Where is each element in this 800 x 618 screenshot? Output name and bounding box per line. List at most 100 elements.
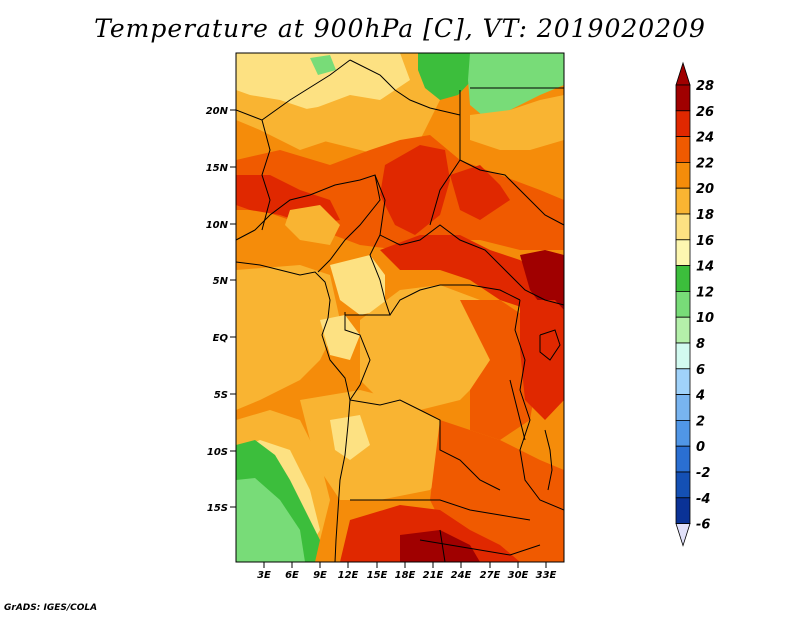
colorbar-label: -2 [696,466,710,481]
border-14 [439,529,446,562]
lon-label: 12E [338,570,359,581]
colorbar-segment [675,239,691,267]
colorbar-segment [675,497,691,524]
colorbar-label: 16 [696,234,714,249]
lake-victoria [539,329,561,361]
colorbar-label: 4 [695,389,705,404]
lat-label: 15S [207,503,228,514]
colorbar-label: 10 [696,311,714,326]
lat-label: 5S [214,390,228,401]
field-green-north [418,53,472,100]
lat-label: 5N [213,276,229,287]
colorbar-segment [675,290,691,318]
border-13 [514,299,564,511]
colorbar-segment [675,265,691,292]
lon-label: 3E [257,570,271,581]
credit-text: GrADS: IGES/COLA [4,603,98,613]
map-frame [235,52,565,563]
colorbar-label: 28 [696,79,714,94]
border-6 [345,234,391,316]
colorbar-label: 12 [696,285,714,300]
colorbar-label: 8 [696,337,705,352]
colorbar-segment [675,419,691,447]
lake-malawi [544,429,553,491]
colorbar-segment [675,394,691,421]
field-angola-22 [300,390,450,500]
lon-label: 27E [480,570,501,581]
colorbar-label: 18 [696,208,714,223]
field-south-28 [400,530,480,562]
lon-label: 15E [367,570,388,581]
field-nigeria-22 [285,205,340,245]
field-gabon-18 [320,315,360,360]
border-3 [429,90,461,226]
chart-title: Temperature at 900hPa [C], VT: 201902020… [94,14,706,43]
field-ne-22 [470,95,564,150]
colorbar-label: 0 [696,440,705,455]
lake-tanganyika [509,379,526,441]
colorbar-segment [675,316,691,344]
field-green-small [310,55,336,75]
lon-label: 24E [451,570,472,581]
latitude-labels: 20N 15N 10N 5N EQ 5S 10S 15S [206,106,236,514]
longitude-labels: 3E 6E 9E 12E 15E 18E 21E 24E 27E 30E 33E [257,562,557,581]
lat-label: 20N [206,106,229,117]
border-11 [236,109,271,231]
border-2 [349,59,461,116]
lon-label: 33E [536,570,557,581]
colorbar-label: 26 [696,105,714,120]
colorbar-segment [675,136,691,163]
border-16 [419,539,541,556]
border-4 [236,174,381,273]
lon-label: 6E [285,570,299,581]
field-gulf-22 [236,265,340,410]
colorbar-segment [675,161,691,189]
coastline-west [236,261,351,562]
border-7 [344,312,371,401]
field-congo-22 [360,285,500,410]
field-green-ne [468,53,564,120]
lat-label: 15N [206,163,229,174]
border-8 [389,284,521,316]
colorbar-top-arrow [675,61,691,86]
lat-label: EQ [213,333,229,344]
colorbar-segment [675,342,691,370]
colorbar-segment [675,187,691,215]
field-cameroon-18 [330,255,385,315]
colorbar-label: 2 [696,414,705,429]
field-north-18 [236,53,410,110]
border-10 [350,499,531,521]
colorbar-segment [675,471,691,499]
colorbar-segment [675,213,691,241]
colorbar-bottom-arrow [675,523,691,547]
colorbar-label: 6 [696,363,705,378]
border-5 [374,174,564,306]
colorbar-label: -6 [696,518,710,533]
colorbar-label: 22 [696,156,714,171]
lat-label: 10N [206,220,229,231]
colorbar-label: -4 [696,492,710,507]
borders [236,59,564,562]
colorbar-segment [675,84,691,112]
field-sudan-26 [450,165,510,220]
lon-label: 21E [423,570,444,581]
field-sw-lightgreen [236,478,305,562]
colorbar-segment [675,110,691,138]
lon-label: 9E [313,570,327,581]
colorbar-label: 14 [696,260,714,275]
lat-label: 10S [207,447,228,458]
border-12 [459,159,564,226]
colorbar-label: 24 [696,131,714,146]
field-angola-20 [330,415,370,460]
lon-label: 18E [395,570,416,581]
lon-label: 30E [508,570,529,581]
field-chad-26 [380,145,450,235]
border-1 [261,59,351,121]
field-lakes-26 [520,300,564,420]
colorbar-segment [675,368,691,395]
colorbar-label: 20 [696,182,714,197]
border-9 [349,399,501,491]
temperature-field [236,53,564,562]
